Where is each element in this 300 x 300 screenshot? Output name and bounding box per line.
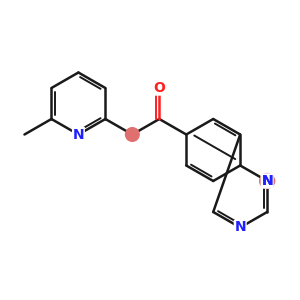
Circle shape — [260, 174, 274, 188]
Text: N: N — [73, 128, 84, 142]
Text: N: N — [261, 174, 273, 188]
Text: O: O — [153, 81, 165, 95]
Text: N: N — [261, 174, 273, 188]
Circle shape — [125, 128, 139, 141]
Text: N: N — [234, 220, 246, 235]
